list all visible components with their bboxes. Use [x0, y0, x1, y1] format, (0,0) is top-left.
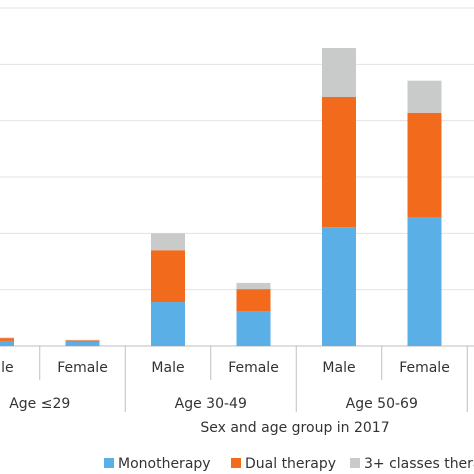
legend-swatch	[231, 458, 241, 468]
x-tick-label: Male	[0, 360, 14, 376]
bar-segment	[407, 216, 442, 346]
bar-segment	[0, 340, 14, 346]
legend-label: 3+ classes therapy	[364, 456, 474, 472]
x-tick-label: Female	[57, 360, 108, 376]
bar-segment	[65, 340, 100, 342]
legend-label: Dual therapy	[245, 456, 336, 472]
bar-segment	[0, 338, 14, 341]
bar-segment	[0, 337, 14, 339]
x-tick-label: Female	[228, 360, 279, 376]
group-label: Age ≤29	[9, 396, 70, 412]
x-tick-label: Female	[399, 360, 450, 376]
x-tick-label: Male	[151, 360, 184, 376]
legend-swatch	[104, 458, 114, 468]
bar-segment	[407, 80, 442, 113]
bar-segment	[151, 233, 185, 251]
bar-segment	[322, 47, 356, 98]
bar-segment	[151, 302, 185, 346]
bar-segment	[236, 282, 271, 290]
bar-segment	[151, 250, 185, 303]
x-tick-label: Male	[322, 360, 355, 376]
bar-segment	[65, 339, 100, 341]
bar-segment	[65, 341, 100, 346]
group-label: Age 30-49	[175, 396, 247, 412]
bar-segment	[407, 112, 442, 217]
legend-swatch	[350, 458, 360, 468]
bar-segment	[236, 289, 271, 312]
legend-label: Monotherapy	[118, 456, 211, 472]
bar-segment	[236, 311, 271, 346]
x-axis-title: Sex and age group in 2017	[200, 420, 389, 436]
bar-segment	[322, 227, 356, 346]
group-label: Age 50-69	[346, 396, 418, 412]
bar-segment	[322, 97, 356, 228]
